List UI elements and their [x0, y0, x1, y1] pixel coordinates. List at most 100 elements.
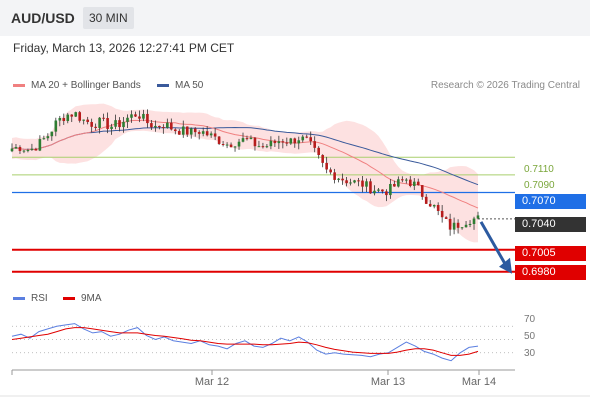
timeframe-button[interactable]: 30 MIN: [83, 7, 134, 29]
candle-body: [452, 222, 456, 230]
x-tick-mar14: Mar 14: [461, 376, 497, 388]
candle-body: [353, 180, 356, 183]
x-tick-mar13: Mar 13: [370, 376, 406, 388]
candle-body: [281, 141, 285, 143]
candle-body: [173, 129, 177, 132]
header-bar: AUD/USD 30 MIN: [0, 0, 590, 36]
ma50-swatch: [157, 83, 169, 87]
candle-body: [209, 133, 213, 136]
candle-body: [269, 140, 273, 147]
candle-body: [213, 133, 217, 137]
candle-body: [229, 144, 233, 148]
candle-body: [146, 113, 149, 124]
candle-body: [122, 121, 125, 128]
candle-body: [46, 136, 50, 139]
candle-body: [405, 179, 408, 181]
candle-body: [102, 117, 105, 119]
candle-body: [408, 179, 412, 186]
candle-body: [26, 150, 30, 152]
candle-body: [30, 148, 34, 151]
candle-body: [293, 138, 297, 144]
level-box-0070: 0.7070: [515, 194, 586, 209]
candle-body: [444, 217, 448, 219]
candle-body: [14, 147, 18, 149]
candle-body: [337, 178, 340, 180]
candle-body: [313, 141, 317, 148]
candle-body: [38, 139, 42, 151]
level-label-0: 0.7110: [524, 164, 554, 175]
candle-body: [193, 128, 197, 133]
candle-body: [189, 128, 193, 135]
candle-body: [297, 140, 301, 144]
candle-body: [349, 182, 352, 184]
candle-body: [42, 138, 46, 140]
candle-body: [166, 122, 169, 128]
candle-body: [464, 224, 468, 228]
bollinger-band: [12, 103, 478, 243]
candle-body: [181, 126, 185, 135]
candle-body: [90, 121, 93, 127]
candle-body: [205, 131, 209, 136]
candle-body: [225, 144, 229, 146]
timestamp: Friday, March 13, 2026 12:27:41 PM CET: [13, 41, 235, 55]
candle-body: [309, 137, 313, 142]
candle-body: [126, 117, 129, 122]
candle-body: [130, 114, 133, 118]
candle-body: [142, 113, 145, 119]
candle-body: [162, 127, 165, 129]
candle-body: [50, 131, 54, 137]
candle-body: [201, 131, 205, 134]
candle-body: [333, 172, 336, 180]
candle-body: [357, 180, 360, 182]
rsi-swatch: [13, 296, 25, 300]
candle-body: [185, 126, 189, 135]
candle-body: [94, 126, 97, 128]
legend-9ma: 9MA: [63, 293, 102, 304]
candle-body: [74, 112, 78, 117]
legend-ma20: MA 20 + Bollinger Bands: [13, 80, 141, 91]
rsi-ma-line: [11, 327, 479, 356]
candle-body: [257, 146, 261, 148]
forecast-arrow-shaft: [479, 221, 507, 265]
level-label-1: 0.7090: [524, 180, 555, 191]
candle-body: [261, 146, 265, 148]
legend-ma50-label: MA 50: [175, 80, 204, 91]
candle-body: [62, 118, 66, 122]
candle-body: [82, 119, 85, 121]
candle-body: [397, 179, 400, 187]
candle-body: [197, 132, 201, 134]
candle-body: [329, 169, 332, 173]
candle-body: [237, 141, 241, 147]
candle-body: [468, 223, 472, 225]
candle-body: [305, 136, 309, 138]
candle-body: [221, 143, 225, 146]
candle-body: [170, 122, 173, 130]
candle-body: [58, 118, 62, 121]
candle-body: [361, 180, 364, 187]
candle-body: [18, 147, 22, 151]
candle-body: [401, 179, 404, 181]
candle-body: [138, 116, 141, 119]
candle-body: [277, 141, 281, 144]
candle-body: [245, 138, 249, 140]
candle-body: [265, 146, 269, 148]
symbol-title: AUD/USD: [11, 10, 75, 26]
candle-body: [317, 147, 320, 156]
candle-body: [34, 148, 38, 151]
candle-body: [373, 190, 376, 194]
legend-ma50: MA 50: [157, 80, 203, 91]
rsi-line: [11, 323, 479, 362]
candle-body: [365, 181, 368, 187]
legend-9ma-label: 9MA: [81, 293, 102, 304]
candle-body: [10, 148, 14, 152]
candle-body: [241, 138, 245, 142]
x-tick-mar12: Mar 12: [194, 376, 230, 388]
research-credit: Research © 2026 Trading Central: [430, 80, 580, 91]
rsi-tick-70: 70: [524, 314, 536, 325]
candle-body: [253, 137, 257, 147]
candle-body: [456, 222, 460, 228]
forecast-arrow-head: [499, 257, 512, 274]
candle-body: [150, 123, 153, 128]
candle-body: [393, 183, 396, 187]
